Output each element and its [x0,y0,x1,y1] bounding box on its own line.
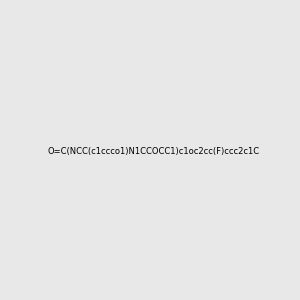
Text: O=C(NCC(c1ccco1)N1CCOCC1)c1oc2cc(F)ccc2c1C: O=C(NCC(c1ccco1)N1CCOCC1)c1oc2cc(F)ccc2c… [48,147,260,156]
